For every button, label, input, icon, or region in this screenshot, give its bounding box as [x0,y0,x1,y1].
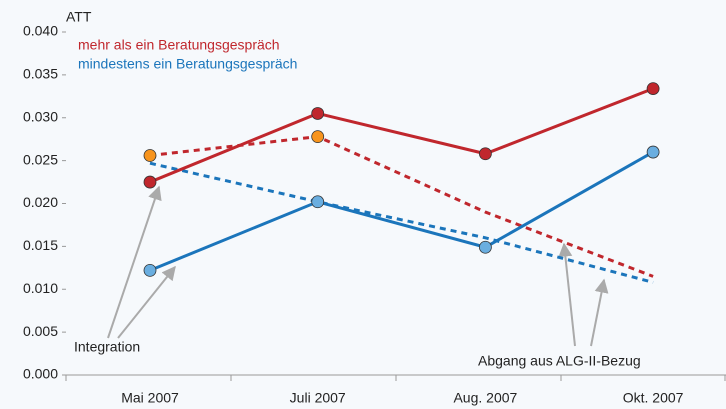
point [646,145,660,159]
y-tick-label: 0.000 [23,366,58,382]
y-tick-label: 0.015 [23,237,58,253]
annotation: Abgang aus ALG-II-Bezug [478,353,641,369]
x-tick-label: Okt. 2007 [623,390,684,406]
point [311,130,325,144]
point [143,175,157,189]
point [478,240,492,254]
point [143,263,157,277]
y-tick-label: 0.020 [23,194,58,210]
point [646,82,660,95]
x-tick-label: Juli 2007 [290,390,346,406]
legend-entry: mindestens ein Beratungsgespräch [78,56,297,72]
series-line [149,87,654,184]
y-tick-label: 0.030 [23,108,58,124]
annotation-arrows [107,185,609,347]
series-line [149,150,654,272]
x-tick-label: Aug. 2007 [453,390,517,406]
point [311,195,325,209]
y-tick-label: 0.010 [23,280,58,296]
y-tick-label: 0.005 [23,323,58,339]
point [311,107,325,120]
point [143,149,157,162]
y-axis-label: ATT [66,9,92,25]
y-tick-label: 0.025 [23,151,58,167]
series-line [149,135,654,278]
series-line [149,161,654,284]
y-tick-label: 0.035 [23,66,58,82]
x-tick-label: Mai 2007 [121,390,179,406]
legend-entry: mehr als ein Beratungsgespräch [78,37,280,53]
point [478,147,492,161]
annotation: Integration [74,339,140,355]
y-tick-label: 0.040 [23,23,58,39]
